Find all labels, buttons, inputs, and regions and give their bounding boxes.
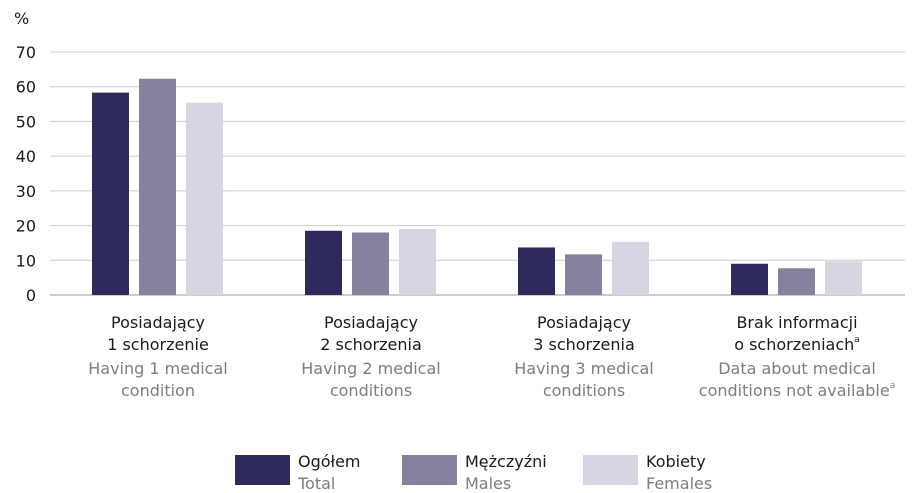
x-tick-label: conditions not availablea [699, 381, 895, 400]
y-tick-label: 20 [16, 217, 36, 236]
legend-label: Ogółem [298, 452, 361, 471]
x-tick-label: 3 schorzenia [533, 335, 635, 354]
x-tick-label-line: conditions [543, 381, 625, 400]
x-tick-label: conditions [543, 381, 625, 400]
bar [139, 78, 176, 295]
x-tick-label-line: Posiadający [324, 313, 418, 332]
y-tick-label: 70 [16, 43, 36, 62]
legend-swatch [402, 455, 457, 485]
x-tick-label-line: 1 schorzenie [107, 335, 209, 354]
x-tick-label: Having 1 medical [88, 359, 227, 378]
footnote-mark: a [854, 335, 860, 345]
bar [399, 229, 436, 295]
x-tick-label: 1 schorzenie [107, 335, 209, 354]
y-tick-label: 50 [16, 112, 36, 131]
x-tick-label-line: condition [121, 381, 195, 400]
x-tick-label-line: Having 3 medical [514, 359, 653, 378]
x-tick-label: o schorzeniacha [734, 335, 860, 354]
y-axis-label: % [14, 9, 29, 28]
footnote-mark: a [890, 381, 896, 391]
x-tick-label: Having 3 medical [514, 359, 653, 378]
x-tick-label-line: 3 schorzenia [533, 335, 635, 354]
x-tick-label-line: conditions [330, 381, 412, 400]
x-tick-label: 2 schorzenia [320, 335, 422, 354]
legend-label-en: Females [646, 474, 712, 493]
x-tick-label-line: Brak informacji [736, 313, 857, 332]
legend-swatch [235, 455, 290, 485]
x-tick-label: Data about medical [718, 359, 876, 378]
x-tick-label-line: 2 schorzenia [320, 335, 422, 354]
y-tick-label: 0 [26, 286, 36, 305]
x-tick-label: Posiadający [324, 313, 418, 332]
x-tick-label: condition [121, 381, 195, 400]
bar [518, 247, 555, 295]
legend-swatch [583, 455, 638, 485]
x-tick-label: Brak informacji [736, 313, 857, 332]
bar [186, 102, 223, 295]
bar [778, 268, 815, 295]
legend-label: Kobiety [646, 452, 706, 471]
legend-label-en: Total [297, 474, 335, 493]
x-tick-label-line: Having 2 medical [301, 359, 440, 378]
y-tick-label: 30 [16, 182, 36, 201]
y-tick-label: 60 [16, 78, 36, 97]
x-tick-label-line: o schorzeniach [734, 335, 854, 354]
x-tick-label: Having 2 medical [301, 359, 440, 378]
bar [305, 230, 342, 295]
x-tick-label-line: conditions not available [699, 381, 890, 400]
x-tick-label-line: Having 1 medical [88, 359, 227, 378]
x-tick-label: Posiadający [111, 313, 205, 332]
bar [352, 232, 389, 295]
legend-label-en: Males [465, 474, 511, 493]
bar [825, 261, 862, 295]
x-tick-label: Posiadający [537, 313, 631, 332]
legend-label: Mężczyźni [465, 452, 547, 471]
x-tick-label-line: Data about medical [718, 359, 876, 378]
x-tick-label: conditions [330, 381, 412, 400]
bar [92, 92, 129, 295]
y-tick-label: 40 [16, 147, 36, 166]
x-tick-label-line: Posiadający [537, 313, 631, 332]
x-tick-label-line: Posiadający [111, 313, 205, 332]
bar [565, 254, 602, 295]
bar [612, 241, 649, 295]
y-tick-label: 10 [16, 251, 36, 270]
bar [731, 263, 768, 295]
